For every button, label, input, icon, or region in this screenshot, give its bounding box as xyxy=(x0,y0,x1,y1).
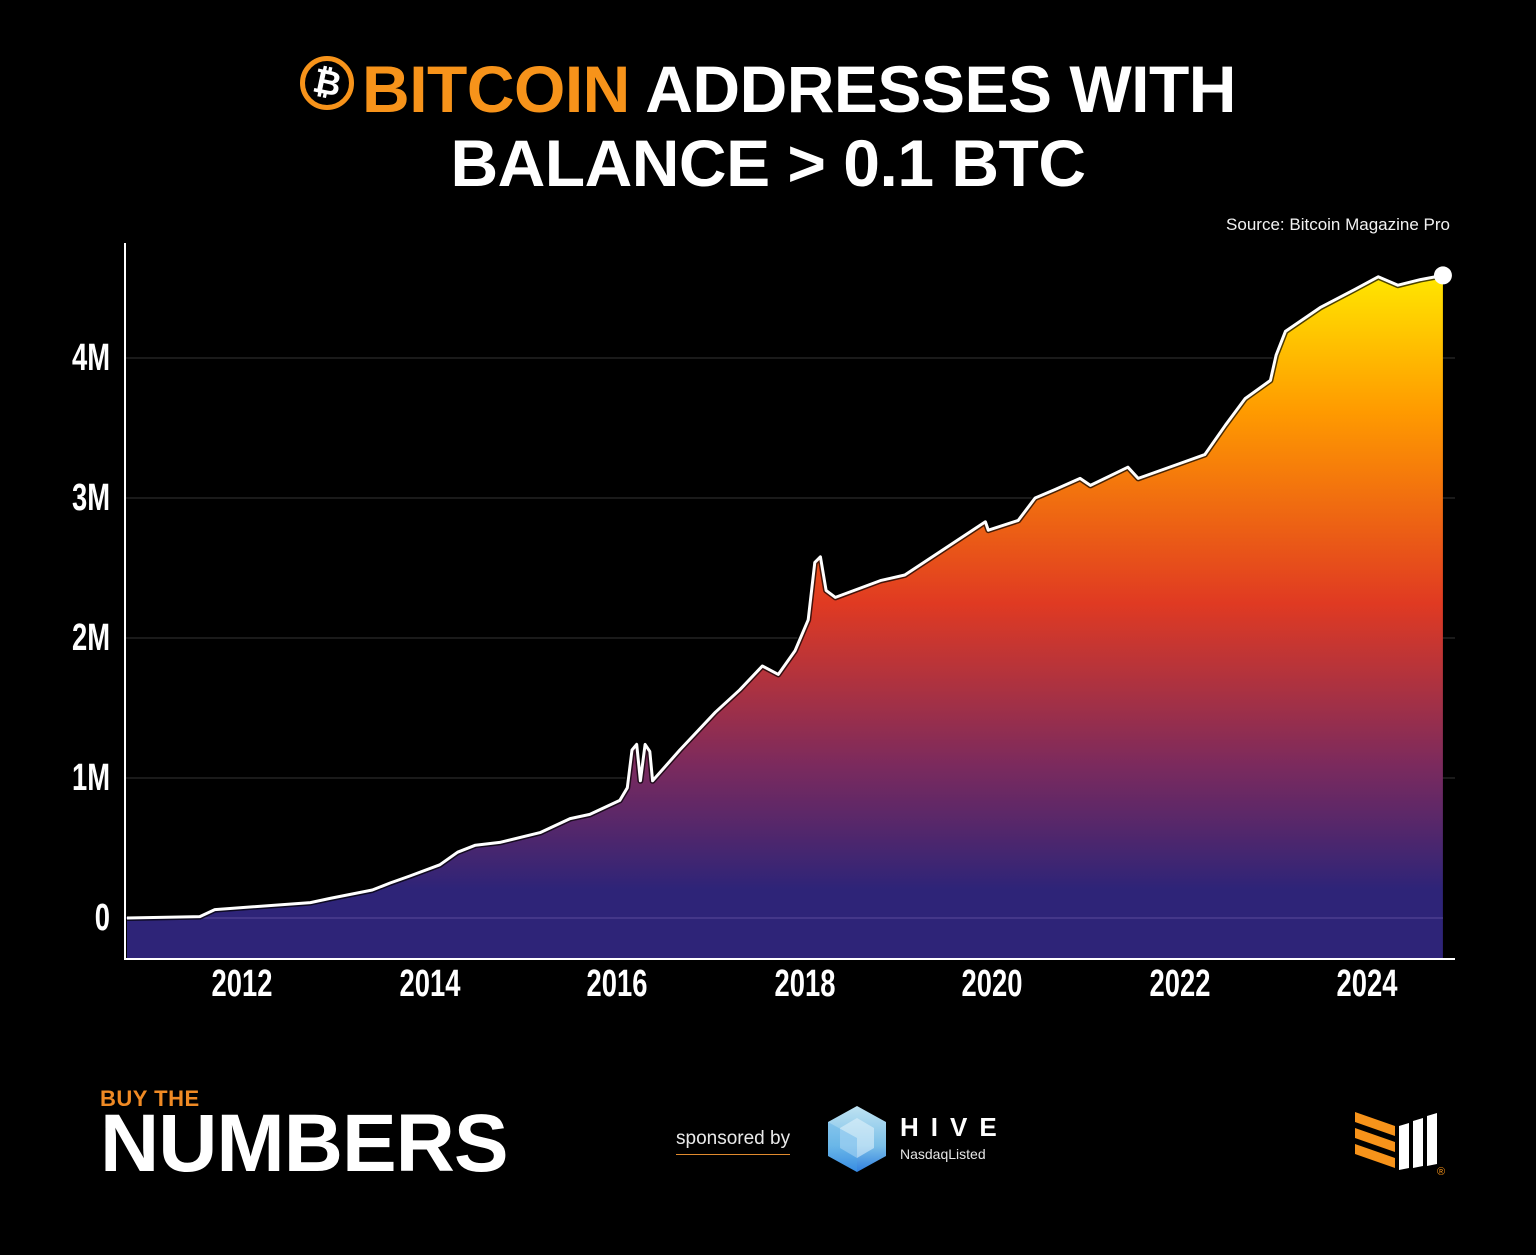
title-line-2: BALANCE > 0.1 BTC xyxy=(450,126,1086,200)
hive-sponsor-logo: HIVE NasdaqListed xyxy=(824,1104,1004,1174)
latest-value-marker xyxy=(1433,266,1452,285)
x-tick: 2014 xyxy=(399,963,461,1005)
title-line-1-rest: ADDRESSES WITH xyxy=(645,52,1236,126)
y-tick: 4M xyxy=(71,337,110,379)
buy-the-numbers-logo: BUY THE NUMBERS xyxy=(100,1086,509,1189)
brand-large-text: NUMBERS xyxy=(100,1098,509,1189)
bitcoin-coin-icon: ₿ xyxy=(300,56,355,110)
bitcoin-magazine-logo-icon: ® xyxy=(1355,1112,1445,1176)
title-accent: BITCOIN xyxy=(362,52,630,126)
y-tick: 1M xyxy=(71,757,110,799)
data-line xyxy=(126,273,1444,920)
source-label: Source: Bitcoin Magazine Pro xyxy=(1226,215,1450,234)
hive-wordmark: HIVE xyxy=(900,1112,1009,1142)
brand-small-text: BUY THE xyxy=(100,1086,200,1111)
x-tick: 2016 xyxy=(586,963,648,1005)
y-tick: 0 xyxy=(94,897,110,939)
nasdaq-listed-label: NasdaqListed xyxy=(900,1146,986,1162)
title-line-1: ₿ BITCOIN ADDRESSES WITH xyxy=(0,52,1536,126)
y-tick: 3M xyxy=(71,477,110,519)
hive-hexagon-icon xyxy=(828,1106,886,1172)
x-tick: 2020 xyxy=(961,963,1023,1005)
x-tick: 2018 xyxy=(774,963,836,1005)
chart-title: ₿ BITCOIN ADDRESSES WITH BALANCE > 0.1 BT… xyxy=(0,52,1536,200)
x-tick: 2012 xyxy=(211,963,273,1005)
sponsored-by-label: sponsored by xyxy=(676,1128,791,1155)
x-tick: 2022 xyxy=(1149,963,1211,1005)
svg-text:®: ® xyxy=(1437,1166,1445,1176)
data-area xyxy=(127,275,1443,958)
y-tick: 2M xyxy=(71,617,110,659)
x-tick: 2024 xyxy=(1336,963,1398,1005)
